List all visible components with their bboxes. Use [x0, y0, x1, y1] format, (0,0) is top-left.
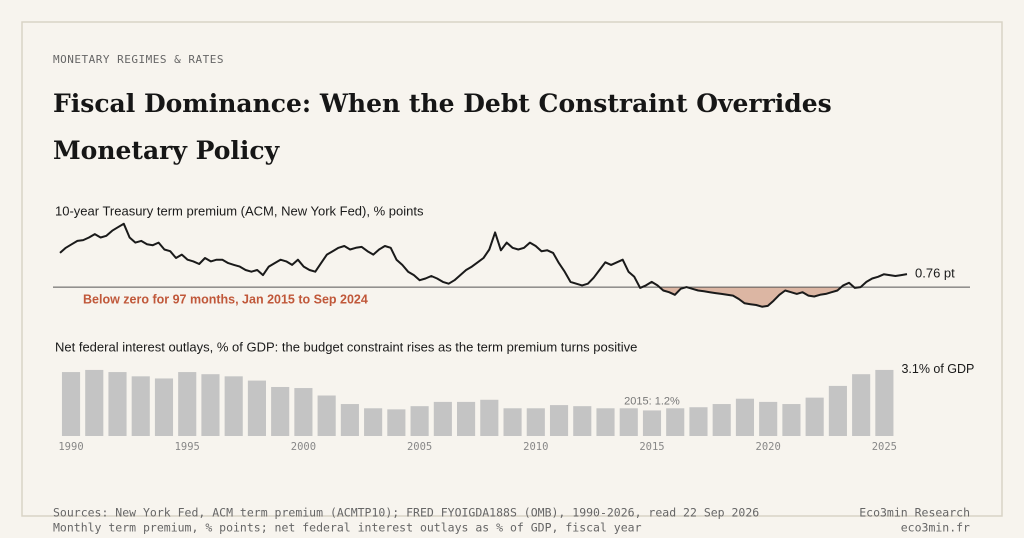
footer-site: eco3min.fr	[901, 521, 970, 535]
bar	[410, 406, 429, 436]
bar	[573, 406, 592, 436]
x-tick-label: 2000	[291, 441, 316, 453]
bar	[108, 372, 127, 436]
bar	[526, 408, 545, 436]
bar	[596, 408, 615, 436]
bar	[85, 369, 104, 436]
chart-subtitle: Net federal interest outlays, % of GDP: …	[55, 339, 637, 354]
bar	[642, 410, 662, 436]
card-border	[21, 21, 1003, 517]
bar	[294, 388, 313, 436]
bar	[154, 378, 174, 436]
bar	[364, 408, 383, 436]
value-label: 3.1% of GDP	[901, 362, 974, 376]
chart-subtitle: 10-year Treasury term premium (ACM, New …	[55, 203, 424, 218]
bar	[549, 405, 569, 436]
bar	[480, 399, 499, 436]
footer-notes: Monthly term premium, % points; net fede…	[53, 521, 642, 535]
x-tick-label: 2005	[407, 441, 432, 453]
bar	[805, 397, 824, 436]
bar	[852, 374, 871, 436]
bar	[340, 404, 359, 436]
bar	[503, 408, 522, 436]
bar	[387, 409, 406, 436]
bar	[247, 380, 266, 436]
bar	[689, 407, 708, 436]
x-tick-label: 1990	[58, 441, 83, 453]
x-tick-label: 1995	[175, 441, 200, 453]
below-zero-shade	[639, 287, 861, 307]
line	[59, 222, 908, 308]
bar	[224, 376, 243, 436]
value-label: 2015: 1.2%	[624, 395, 680, 407]
bar	[457, 401, 476, 436]
bar	[782, 404, 801, 436]
title: Fiscal Dominance: When the Debt Constrai…	[53, 89, 832, 165]
bar	[61, 372, 81, 436]
x-tick-label: 2025	[872, 441, 897, 453]
bar	[828, 385, 847, 436]
end-label: 0.76 pt	[915, 266, 955, 281]
bar	[875, 369, 894, 436]
bar	[666, 408, 685, 436]
bar	[201, 374, 220, 436]
footer-brand: Eco3min Research	[859, 506, 970, 520]
bar	[712, 404, 731, 436]
bar	[271, 386, 290, 436]
bar	[178, 372, 197, 436]
annotation: Below zero for 97 months, Jan 2015 to Se…	[83, 292, 368, 306]
bar	[759, 401, 778, 436]
x-tick-label: 2020	[756, 441, 781, 453]
bar	[735, 398, 755, 436]
bar	[619, 408, 638, 436]
kicker: MONETARY REGIMES & RATES	[53, 53, 224, 66]
x-tick-label: 2015	[639, 441, 664, 453]
x-tick-label: 2010	[523, 441, 548, 453]
bar	[433, 401, 452, 436]
bar	[131, 376, 150, 436]
footer-sources: Sources: New York Fed, ACM term premium …	[53, 506, 759, 520]
bar	[317, 395, 336, 436]
